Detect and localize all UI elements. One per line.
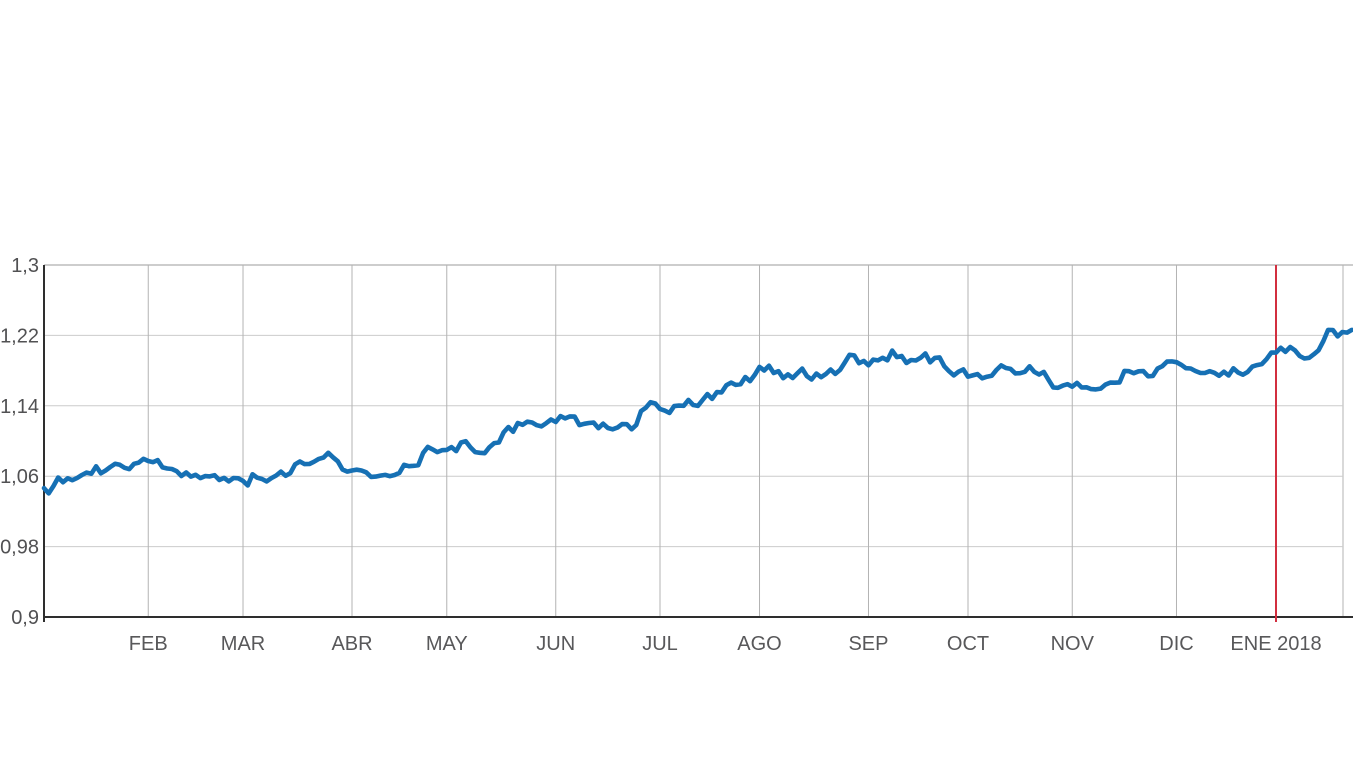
x-axis-tick-label: SEP	[848, 633, 888, 655]
y-axis-tick-label: 1,3	[11, 255, 39, 277]
x-axis-tick-label: NOV	[1051, 633, 1095, 655]
x-axis-tick-label: JUL	[642, 633, 678, 655]
price-line-group	[41, 327, 1353, 496]
y-axis-tick-label: 0,9	[11, 607, 39, 629]
y-axis-tick-label: 1,14	[0, 396, 39, 418]
x-axis-labels: FEB MAR ABR MAY JUN JUL AGO SEP OCT NOV DIC ENE 201…	[129, 633, 1322, 655]
plot-borders	[44, 264, 1353, 617]
x-axis-tick-label: ABR	[331, 633, 372, 655]
y-axis-tick-label: 1,22	[0, 325, 39, 347]
x-axis-tick-label: OCT	[947, 633, 989, 655]
y-axis-labels: 1,3 1,22 1,14 1,06 0,98 0,9	[0, 255, 39, 629]
x-axis-tick-label: JUN	[536, 633, 575, 655]
x-axis-tick-label: MAY	[426, 633, 468, 655]
axes	[43, 265, 1353, 622]
y-axis-tick-label: 0,98	[0, 537, 39, 559]
x-axis-tick-label: MAR	[221, 633, 265, 655]
x-axis-tick-label: AGO	[737, 633, 781, 655]
price-line	[41, 327, 1353, 496]
x-axis-tick-label: FEB	[129, 633, 168, 655]
month-gridlines	[147, 265, 1177, 617]
x-axis-tick-label: ENE 2018	[1230, 633, 1321, 655]
x-axis-tick-label: DIC	[1159, 633, 1193, 655]
y-axis-tick-label: 1,06	[0, 466, 39, 488]
horizontal-gridlines	[44, 334, 1343, 548]
